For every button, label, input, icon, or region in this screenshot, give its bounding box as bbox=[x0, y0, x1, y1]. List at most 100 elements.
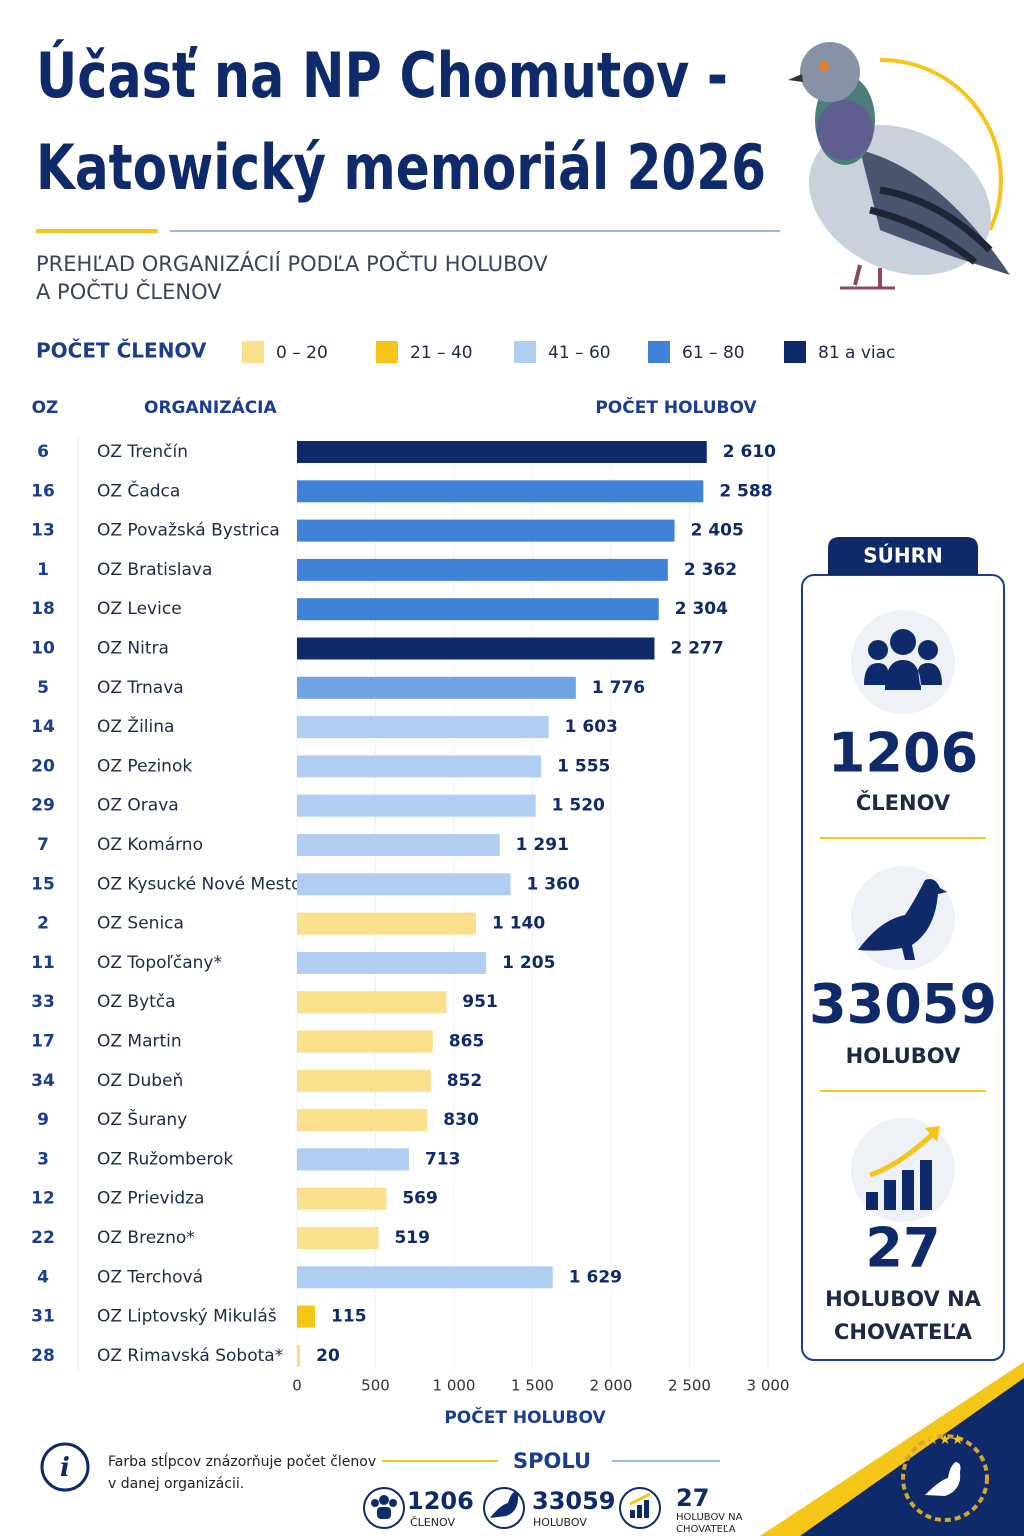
value-label: 2 610 bbox=[723, 442, 776, 462]
totals-pigeons-label: HOLUBOV bbox=[533, 1516, 587, 1529]
summary-heading: SÚHRN bbox=[863, 544, 943, 568]
legend-label: 21 – 40 bbox=[410, 343, 473, 363]
value-label: 2 588 bbox=[719, 481, 772, 501]
legend-swatch bbox=[648, 341, 670, 363]
value-label: 2 304 bbox=[675, 599, 728, 619]
x-tick-label: 1 500 bbox=[511, 1377, 554, 1395]
category-label: OZ Brezno* bbox=[97, 1228, 195, 1248]
bar bbox=[297, 519, 675, 542]
column-header: OZ bbox=[32, 398, 59, 418]
value-label: 951 bbox=[462, 992, 498, 1012]
value-label: 2 405 bbox=[691, 521, 744, 541]
oz-number: 13 bbox=[31, 521, 55, 541]
category-label: OZ Dubeň bbox=[97, 1071, 183, 1091]
oz-number: 7 bbox=[37, 835, 49, 855]
title-line: Katowický memoriál 2026 bbox=[36, 131, 766, 204]
summary-members-label: ČLENOV bbox=[856, 790, 951, 815]
value-label: 1 205 bbox=[502, 953, 555, 973]
summary-ratio-label: CHOVATEĽA bbox=[834, 1320, 973, 1344]
value-label: 1 776 bbox=[592, 678, 645, 698]
value-label: 20 bbox=[316, 1346, 340, 1366]
value-label: 1 360 bbox=[527, 874, 580, 894]
corner-emblem: ★★★ bbox=[760, 1362, 1024, 1536]
value-label: 2 277 bbox=[670, 639, 723, 659]
summary-pigeons: 33059 bbox=[809, 973, 997, 1036]
oz-number: 33 bbox=[31, 992, 55, 1012]
legend-label: 0 – 20 bbox=[276, 343, 328, 363]
x-tick-label: 500 bbox=[361, 1377, 390, 1395]
bar bbox=[297, 1030, 433, 1053]
title-rule-accent bbox=[36, 229, 158, 233]
pigeon-illustration bbox=[788, 42, 1010, 290]
oz-number: 34 bbox=[31, 1071, 55, 1091]
oz-number: 20 bbox=[31, 756, 55, 776]
oz-number: 15 bbox=[31, 874, 55, 894]
totals-icons bbox=[363, 1487, 661, 1529]
bar bbox=[297, 480, 704, 503]
bar bbox=[297, 676, 576, 699]
bar bbox=[297, 873, 511, 896]
bar bbox=[297, 1187, 387, 1210]
category-label: OZ Rimavská Sobota* bbox=[97, 1346, 283, 1366]
category-label: OZ Pezinok bbox=[97, 756, 192, 776]
value-label: 1 140 bbox=[492, 914, 545, 934]
summary-ratio: 27 bbox=[865, 1217, 940, 1280]
totals-ratio: 27 bbox=[676, 1484, 709, 1512]
subtitle-line: A POČTU ČLENOV bbox=[36, 279, 222, 304]
oz-number: 12 bbox=[31, 1189, 55, 1209]
note-line: v danej organizácii. bbox=[108, 1476, 244, 1492]
bar bbox=[297, 1109, 428, 1132]
legend-swatch bbox=[242, 341, 264, 363]
oz-number: 22 bbox=[31, 1228, 55, 1248]
legend-swatch bbox=[514, 341, 536, 363]
category-label: OZ Šurany bbox=[97, 1108, 187, 1130]
bar bbox=[297, 1148, 409, 1171]
x-tick-label: 2 000 bbox=[590, 1377, 633, 1395]
category-label: OZ Nitra bbox=[97, 639, 169, 659]
oz-number: 4 bbox=[37, 1267, 49, 1287]
category-label: OZ Bratislava bbox=[97, 560, 212, 580]
legend-label: 81 a viac bbox=[818, 343, 895, 363]
totals-heading: SPOLU bbox=[513, 1449, 591, 1473]
value-label: 1 520 bbox=[552, 796, 605, 816]
totals-pigeons: 33059 bbox=[532, 1487, 616, 1515]
bar bbox=[297, 716, 549, 739]
legend-label: 61 – 80 bbox=[682, 343, 745, 363]
category-label: OZ Orava bbox=[97, 796, 179, 816]
bar bbox=[297, 1344, 301, 1367]
category-label: OZ Trnava bbox=[97, 678, 184, 698]
column-header: ORGANIZÁCIA bbox=[144, 396, 277, 418]
bar bbox=[297, 441, 707, 463]
value-label: 830 bbox=[443, 1110, 479, 1130]
bar bbox=[297, 834, 500, 856]
bar bbox=[297, 912, 476, 935]
bar bbox=[297, 1069, 431, 1092]
subtitle-line: PREHĽAD ORGANIZÁCIÍ PODĽA POČTU HOLUBOV bbox=[36, 251, 548, 276]
value-label: 1 291 bbox=[516, 835, 569, 855]
bar bbox=[297, 1266, 553, 1289]
category-label: OZ Topoľčany* bbox=[97, 953, 222, 973]
summary-members: 1206 bbox=[828, 722, 978, 785]
oz-number: 5 bbox=[37, 678, 49, 698]
category-label: OZ Trenčín bbox=[97, 442, 188, 462]
category-label: OZ Martin bbox=[97, 1032, 182, 1052]
summary-ratio-label: HOLUBOV NA bbox=[825, 1287, 982, 1311]
oz-number: 10 bbox=[31, 639, 55, 659]
bar bbox=[297, 991, 447, 1014]
legend-label: 41 – 60 bbox=[548, 343, 611, 363]
totals-members-label: ČLENOV bbox=[410, 1516, 455, 1529]
bar bbox=[297, 558, 668, 581]
totals-members: 1206 bbox=[407, 1487, 474, 1515]
category-label: OZ Bytča bbox=[97, 992, 176, 1012]
svg-text:i: i bbox=[60, 1453, 70, 1483]
legend-swatch bbox=[784, 341, 806, 363]
oz-number: 14 bbox=[31, 717, 55, 737]
category-label: OZ Ružomberok bbox=[97, 1149, 233, 1169]
x-tick-label: 3 000 bbox=[747, 1377, 790, 1395]
title-line: Účasť na NP Chomutov - bbox=[36, 39, 728, 112]
oz-number: 17 bbox=[31, 1032, 55, 1052]
value-label: 1 629 bbox=[569, 1267, 622, 1287]
value-label: 115 bbox=[331, 1307, 367, 1327]
value-label: 865 bbox=[449, 1032, 485, 1052]
legend-title: POČET ČLENOV bbox=[36, 339, 207, 363]
